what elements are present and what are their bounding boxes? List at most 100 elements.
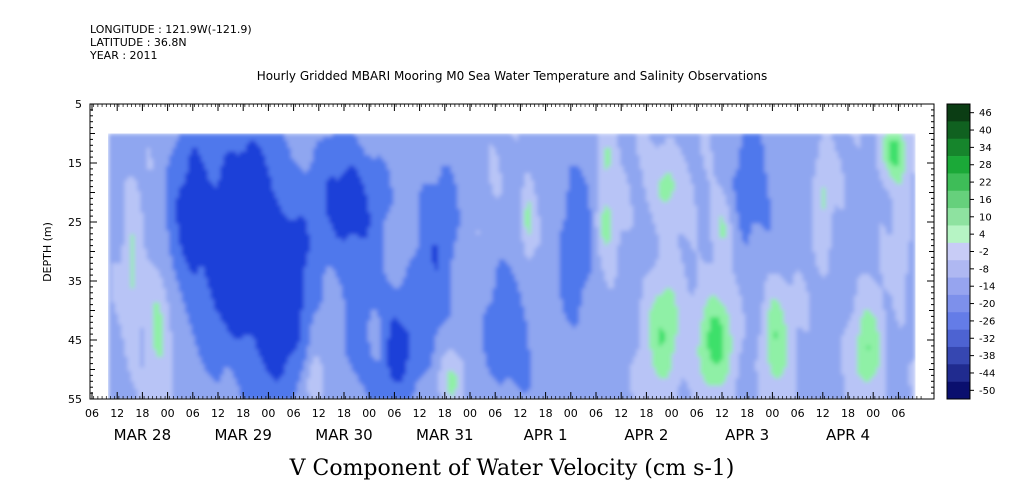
heatmap-cell bbox=[799, 151, 804, 156]
heatmap-cell bbox=[559, 137, 564, 142]
heatmap-cell bbox=[569, 144, 573, 149]
heatmap-cell bbox=[178, 151, 183, 156]
heatmap-cell bbox=[649, 151, 653, 156]
heatmap-cell bbox=[236, 137, 241, 142]
heatmap-cell bbox=[316, 151, 321, 156]
heatmap-cell bbox=[422, 140, 426, 145]
heatmap-cell bbox=[508, 137, 513, 142]
heatmap-cell bbox=[642, 137, 647, 142]
heatmap-cell bbox=[610, 144, 615, 149]
heatmap-cell bbox=[146, 147, 151, 153]
heatmap-cell bbox=[594, 144, 599, 149]
heatmap-cell bbox=[354, 137, 359, 142]
heatmap-cell bbox=[742, 137, 746, 142]
heatmap-cell bbox=[697, 147, 701, 153]
heatmap-cell bbox=[607, 133, 612, 138]
heatmap-cell bbox=[662, 151, 666, 156]
heatmap-cell bbox=[134, 155, 138, 160]
heatmap-cell bbox=[274, 133, 279, 138]
heatmap-cell bbox=[159, 133, 164, 138]
heatmap-cell bbox=[690, 140, 695, 145]
heatmap-cell bbox=[620, 140, 625, 145]
heatmap-cell bbox=[143, 140, 148, 145]
heatmap-cell bbox=[847, 140, 852, 145]
heatmap-cell bbox=[908, 147, 913, 153]
heatmap-cell bbox=[546, 147, 551, 153]
heatmap-cell bbox=[454, 147, 458, 153]
heatmap-cell bbox=[118, 151, 122, 156]
heatmap-cell bbox=[722, 133, 727, 138]
heatmap-cell bbox=[831, 133, 836, 138]
heatmap-cell bbox=[569, 151, 573, 156]
heatmap-cell bbox=[169, 137, 173, 142]
heatmap-cell bbox=[316, 140, 321, 145]
heatmap-cell bbox=[172, 151, 177, 156]
heatmap-cell bbox=[313, 147, 317, 153]
heatmap-cell bbox=[201, 147, 205, 153]
heatmap-cell bbox=[505, 147, 509, 153]
heatmap-cell bbox=[146, 137, 151, 142]
heatmap-cell bbox=[646, 137, 650, 142]
heatmap-cell bbox=[505, 137, 509, 142]
heatmap-cell bbox=[479, 140, 484, 145]
heatmap-cell bbox=[687, 140, 692, 145]
heatmap-cell bbox=[402, 147, 407, 153]
heatmap-cell bbox=[617, 140, 621, 145]
heatmap-cell bbox=[146, 151, 151, 156]
heatmap-cell bbox=[882, 144, 887, 149]
heatmap-cell bbox=[825, 147, 829, 153]
heatmap-cell bbox=[438, 155, 442, 160]
heatmap-cell bbox=[870, 147, 874, 153]
heatmap-cell bbox=[274, 137, 279, 142]
heatmap-cell bbox=[879, 133, 884, 138]
heatmap-cell bbox=[425, 147, 429, 153]
heatmap-cell bbox=[588, 133, 593, 138]
heatmap-cell bbox=[479, 144, 484, 149]
heatmap-cell bbox=[271, 140, 276, 145]
heatmap-cell bbox=[466, 133, 471, 138]
heatmap-cell bbox=[527, 147, 532, 153]
heatmap-cell bbox=[121, 147, 125, 153]
heatmap-cell bbox=[281, 133, 285, 138]
heatmap-cell bbox=[572, 144, 577, 149]
heatmap-cell bbox=[143, 137, 148, 142]
heatmap-cell bbox=[671, 133, 676, 138]
heatmap-cell bbox=[313, 140, 317, 145]
heatmap-cell bbox=[911, 158, 916, 163]
heatmap-cell bbox=[594, 151, 599, 156]
heatmap-cell bbox=[418, 144, 423, 149]
heatmap-cell bbox=[876, 144, 881, 149]
heatmap-cell bbox=[764, 151, 769, 156]
heatmap-cell bbox=[434, 140, 439, 145]
heatmap-cell bbox=[863, 144, 868, 149]
heatmap-cell bbox=[226, 155, 231, 160]
heatmap-cell bbox=[255, 151, 260, 156]
heatmap-cell bbox=[854, 140, 858, 145]
heatmap-cell bbox=[518, 140, 522, 145]
heatmap-cell bbox=[591, 151, 596, 156]
heatmap-cell bbox=[300, 147, 305, 153]
heatmap-cell bbox=[796, 151, 801, 156]
heatmap-cell bbox=[748, 133, 753, 138]
heatmap-cell bbox=[322, 151, 327, 156]
heatmap-cell bbox=[178, 147, 183, 153]
heatmap-cell bbox=[399, 144, 404, 149]
heatmap-cell bbox=[687, 147, 692, 153]
heatmap-cell bbox=[786, 137, 791, 142]
heatmap-cell bbox=[534, 155, 538, 160]
heatmap-cell bbox=[217, 137, 221, 142]
heatmap-cell bbox=[393, 133, 397, 138]
heatmap-cell bbox=[879, 151, 884, 156]
heatmap-cell bbox=[482, 137, 487, 142]
heatmap-cell bbox=[489, 147, 493, 153]
heatmap-cell bbox=[790, 155, 794, 160]
heatmap-cell bbox=[780, 137, 785, 142]
heatmap-cell bbox=[489, 133, 493, 138]
heatmap-cell bbox=[428, 147, 433, 153]
heatmap-cell bbox=[601, 147, 605, 153]
heatmap-cell bbox=[143, 147, 148, 153]
heatmap-cell bbox=[431, 147, 436, 153]
heatmap-cell bbox=[172, 140, 177, 145]
heatmap-cell bbox=[767, 155, 772, 160]
heatmap-cell bbox=[201, 140, 205, 145]
